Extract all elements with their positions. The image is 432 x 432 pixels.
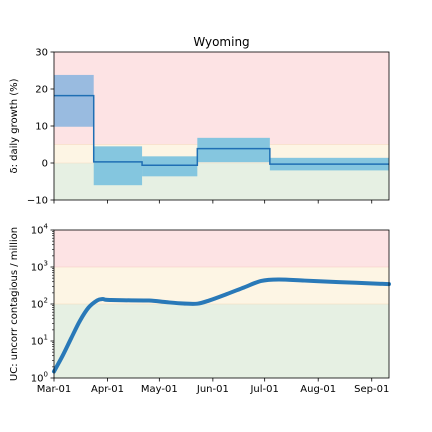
contagious-x-ticks: Mar-01 Apr-01 May-01 Jun-01 Jul-01 Aug-01 Sep-… (37, 378, 389, 395)
contagious-y-tick-label: 101 (31, 334, 48, 348)
contagious-x-tick-label: Sep-01 (354, 384, 389, 395)
growth-rate-panel: −10 0 10 20 30 Wyoming δ: daily growth (%) (9, 35, 390, 207)
contagious-x-tick-label: May-01 (141, 384, 178, 395)
growth-y-ticks: −10 0 10 20 30 (27, 48, 54, 207)
growth-y-tick-label: 10 (35, 122, 48, 133)
contagious-band-0 (54, 304, 389, 378)
growth-ci-segment-3 (197, 137, 270, 163)
contagious-panel: 100 101 102 103 104 Mar-01 Apr-01 May-01 Jun-01… (9, 223, 391, 395)
growth-y-axis-label: δ: daily growth (%) (9, 78, 20, 173)
chart-title: Wyoming (193, 35, 249, 49)
contagious-x-tick-label: Jul-01 (249, 384, 278, 395)
growth-ci-segment-2 (142, 156, 198, 177)
growth-step-line (54, 94, 389, 166)
growth-y-tick-label: 20 (35, 85, 48, 96)
growth-y-tick-label: −10 (27, 196, 48, 207)
growth-y-tick-label: 0 (42, 159, 48, 170)
growth-ci-segment-1 (93, 146, 143, 186)
contagious-x-tick-label: Jun-01 (196, 384, 229, 395)
growth-band-2 (54, 52, 389, 145)
contagious-y-tick-label: 100 (31, 371, 48, 385)
contagious-band-2 (54, 230, 389, 267)
contagious-x-tick-label: Aug-01 (300, 384, 336, 395)
contagious-y-tick-label: 102 (31, 297, 48, 311)
contagious-y-axis-label: UC: uncorr contagious / million (9, 227, 20, 381)
contagious-y-ticks: 100 101 102 103 104 (31, 223, 54, 385)
contagious-x-tick-label: Mar-01 (37, 384, 72, 395)
contagious-y-tick-label: 103 (31, 260, 48, 274)
growth-x-ticks (53, 200, 373, 204)
contagious-line (52, 277, 391, 374)
contagious-x-tick-label: Apr-01 (91, 384, 124, 395)
contagious-y-tick-label: 104 (31, 223, 49, 237)
growth-ci-segment-0 (54, 74, 94, 127)
growth-y-tick-label: 30 (35, 48, 48, 59)
growth-confidence-bands (54, 74, 389, 186)
contagious-background-bands (54, 230, 389, 378)
